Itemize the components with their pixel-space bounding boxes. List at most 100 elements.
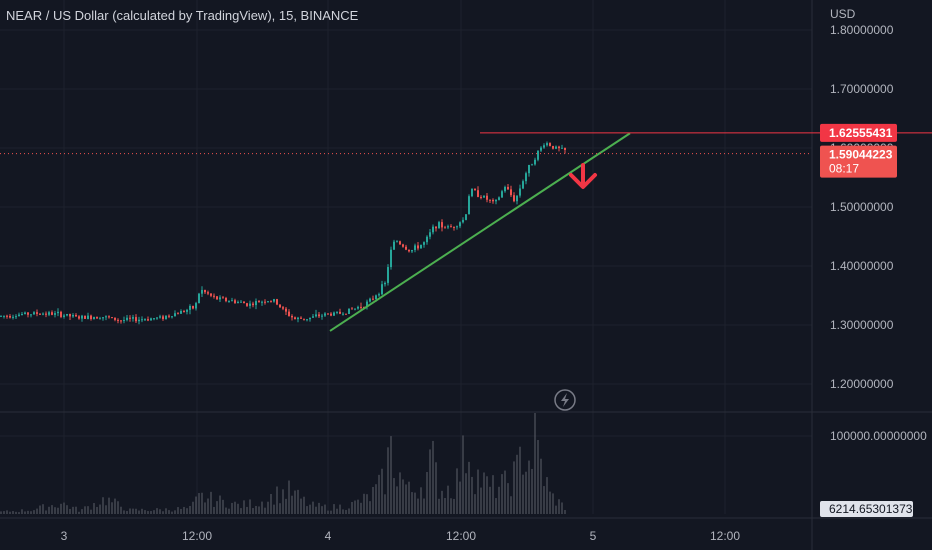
- price-tick-label: 1.30000000: [830, 318, 894, 332]
- volume-bar: [60, 503, 62, 514]
- candle-body: [168, 315, 170, 317]
- volume-bar: [54, 507, 56, 514]
- candle-body: [132, 317, 134, 319]
- candle-body: [24, 312, 26, 315]
- volume-bar: [291, 495, 293, 514]
- candle-body: [162, 316, 164, 320]
- candle-body: [525, 173, 527, 182]
- volume-bar: [84, 506, 86, 514]
- candle-body: [192, 305, 194, 309]
- volume-bar: [105, 505, 107, 514]
- volume-bar: [6, 510, 8, 514]
- candle-body: [300, 317, 302, 319]
- candle-body: [345, 313, 347, 315]
- candle-body: [492, 199, 494, 202]
- candle-body: [6, 315, 8, 317]
- candle-body: [102, 317, 104, 319]
- volume-bar: [435, 462, 437, 514]
- candle-body: [264, 301, 266, 303]
- volume-bar: [444, 497, 446, 514]
- volume-bar: [255, 505, 257, 514]
- volume-bar: [237, 503, 239, 514]
- volume-bar: [228, 508, 230, 514]
- candle-body: [30, 314, 32, 316]
- volume-bar: [153, 510, 155, 514]
- volume-bar: [378, 474, 380, 514]
- volume-tick-label: 100000.00000000: [830, 429, 927, 443]
- volume-bar: [63, 502, 65, 514]
- volume-bar: [33, 510, 35, 514]
- volume-bar: [123, 510, 125, 514]
- volume-bar: [285, 498, 287, 514]
- volume-bar: [264, 507, 266, 514]
- time-tick-label: 12:00: [182, 529, 212, 543]
- volume-bar: [477, 469, 479, 514]
- volume-bar: [81, 509, 83, 514]
- volume-bar: [21, 509, 23, 514]
- volume-bar: [216, 501, 218, 514]
- volume-bar: [564, 510, 566, 514]
- volume-bar: [531, 468, 533, 514]
- bar-countdown: 08:17: [829, 162, 859, 176]
- volume-bar: [339, 504, 341, 514]
- volume-bar: [549, 491, 551, 514]
- volume-bar: [483, 472, 485, 514]
- price-tick-label: 1.70000000: [830, 82, 894, 96]
- candle-body: [273, 299, 275, 302]
- candle-body: [450, 226, 452, 228]
- volume-bar: [387, 447, 389, 514]
- volume-bar: [471, 476, 473, 514]
- volume-bar: [417, 498, 419, 514]
- candle-body: [93, 317, 95, 320]
- candle-body: [246, 303, 248, 306]
- candle-body: [339, 311, 341, 314]
- candle-body: [39, 313, 41, 315]
- candle-body: [150, 318, 152, 321]
- volume-bar: [102, 497, 104, 514]
- volume-bar: [420, 487, 422, 514]
- candle-body: [117, 319, 119, 321]
- volume-bar: [372, 486, 374, 514]
- volume-bar: [288, 480, 290, 514]
- candle-body: [504, 186, 506, 192]
- candle-body: [219, 297, 221, 300]
- volume-bar: [27, 510, 29, 514]
- candle-body: [447, 226, 449, 228]
- candle-body: [243, 301, 245, 304]
- candle-body: [294, 317, 296, 320]
- candle-body: [474, 188, 476, 191]
- candle-body: [3, 315, 5, 317]
- candle-body: [324, 313, 326, 316]
- candle-body: [33, 312, 35, 315]
- volume-bar: [513, 461, 515, 514]
- time-tick-label: 12:00: [446, 529, 476, 543]
- candle-body: [348, 308, 350, 314]
- volume-bar: [30, 511, 32, 514]
- candle-body: [123, 320, 125, 322]
- candle-body: [351, 308, 353, 310]
- candle-body: [309, 317, 311, 320]
- candle-body: [81, 315, 83, 319]
- candle-body: [255, 301, 257, 306]
- volume-bar: [162, 511, 164, 514]
- volume-bar: [207, 498, 209, 514]
- volume-bar: [57, 507, 59, 514]
- candle-body: [501, 191, 503, 198]
- candle-body: [444, 227, 446, 229]
- candle-body: [540, 147, 542, 151]
- candle-body: [477, 190, 479, 197]
- resistance-price-label: 1.62555431: [829, 126, 893, 140]
- candle-body: [60, 311, 62, 317]
- volume-bar: [327, 510, 329, 514]
- volume-bar: [273, 504, 275, 514]
- candle-body: [456, 226, 458, 228]
- volume-bar: [147, 511, 149, 514]
- candle-body: [135, 317, 137, 322]
- volume-bar: [393, 478, 395, 514]
- volume-bar: [369, 501, 371, 514]
- volume-bar: [357, 499, 359, 514]
- volume-bar: [45, 510, 47, 514]
- volume-bar: [315, 506, 317, 514]
- candle-body: [138, 319, 140, 322]
